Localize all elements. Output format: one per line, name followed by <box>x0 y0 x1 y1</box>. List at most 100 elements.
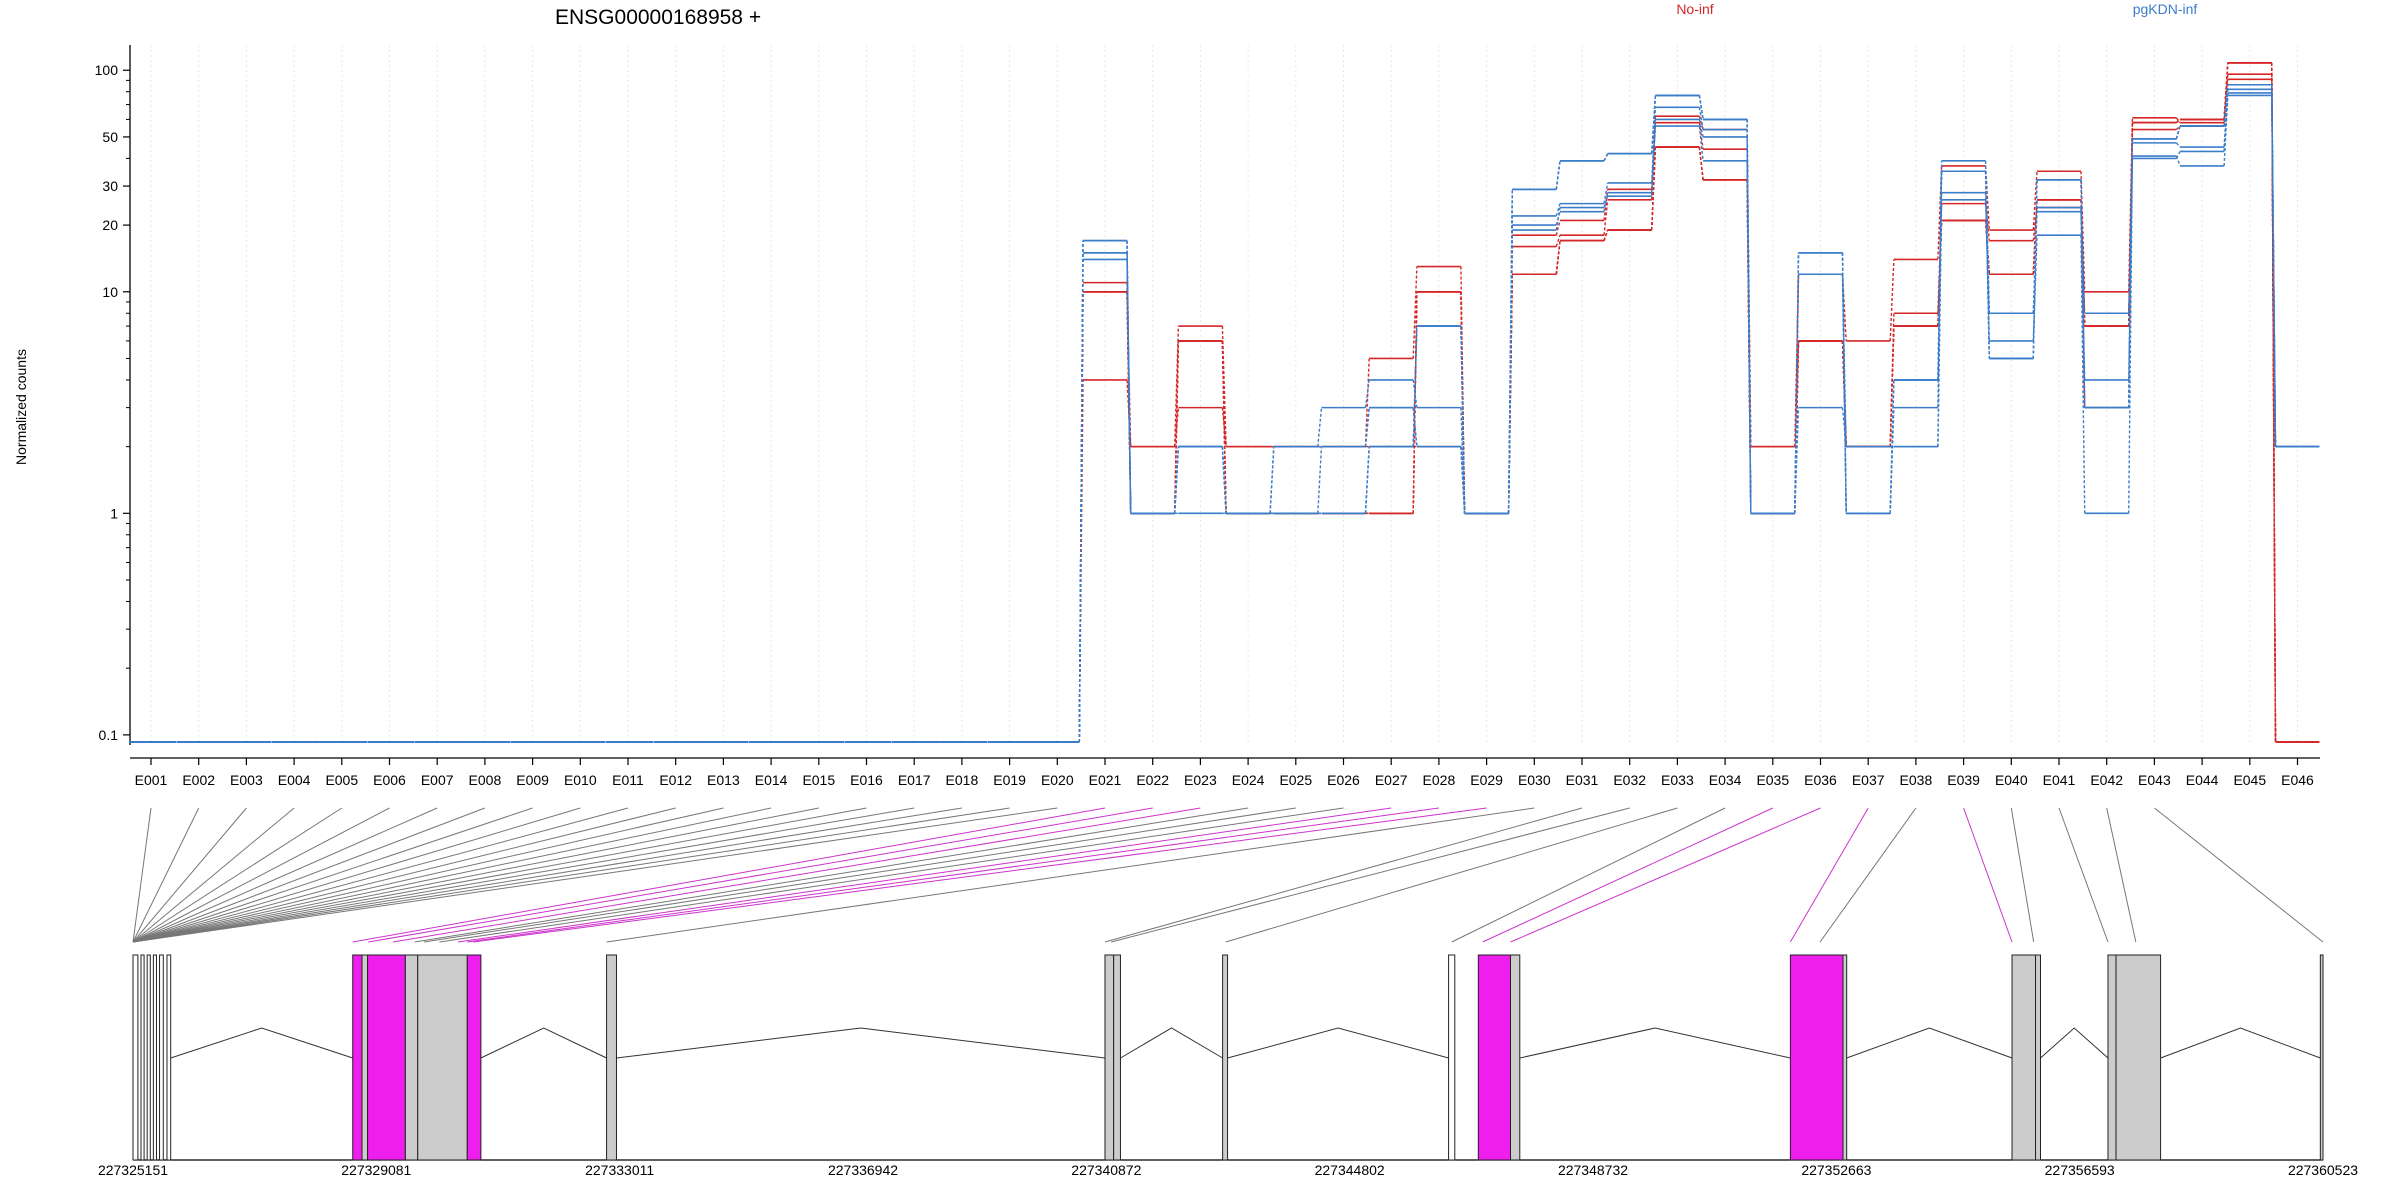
series-connector <box>1984 171 1990 359</box>
x-tick-label-e023: E023 <box>1184 772 1217 788</box>
y-tick-label: 0.1 <box>99 727 119 743</box>
bin-link <box>132 807 724 943</box>
bin-link <box>132 807 676 943</box>
bin-link <box>1225 807 1678 943</box>
x-tick-label-e005: E005 <box>325 772 358 788</box>
intron <box>2160 1027 2321 1059</box>
series-connector <box>1460 407 1466 514</box>
coordinate-label: 227333011 <box>585 1162 654 1178</box>
exon-box <box>166 954 172 1161</box>
exon-box <box>2319 954 2324 1161</box>
series-connector <box>2128 158 2134 380</box>
coordinate-label: 227329081 <box>341 1162 411 1178</box>
bin-link <box>1510 807 1821 943</box>
series-connector <box>1317 407 1323 447</box>
coordinate-label: 227352663 <box>1801 1162 1871 1178</box>
bin-link <box>132 807 772 943</box>
y-axis-ticks: 0.1 1 10 20 30 50 100 <box>95 62 130 743</box>
series-connector <box>1841 252 1847 514</box>
series-connector <box>1698 146 1704 180</box>
series-connector <box>1269 446 1275 514</box>
exon-box <box>140 954 145 1161</box>
series-connector <box>2175 125 2181 131</box>
series-connector <box>2271 62 2277 743</box>
series-connector <box>1555 160 1561 190</box>
bin-link <box>352 807 1106 943</box>
series-connector <box>1555 203 1561 217</box>
series-connector <box>2080 235 2086 514</box>
x-tick-label-e045: E045 <box>2233 772 2266 788</box>
series-connector <box>1651 119 1657 197</box>
series-connector <box>1889 379 1895 514</box>
x-tick-label-e035: E035 <box>1756 772 1789 788</box>
x-tick-label-e013: E013 <box>707 772 740 788</box>
bin-link <box>132 807 629 943</box>
x-tick-label-e008: E008 <box>469 772 502 788</box>
legend-pgkdn-inf: pgKDN-inf <box>2133 1 2198 17</box>
x-tick-label-e002: E002 <box>182 772 215 788</box>
exon-box <box>1789 954 1844 1161</box>
series-connector <box>1937 199 1943 447</box>
x-tick-label-e020: E020 <box>1041 772 1074 788</box>
coordinate-label: 227325151 <box>98 1162 168 1178</box>
bin-link <box>132 807 486 943</box>
bin-link <box>392 807 1201 943</box>
series-pgkdn-inf-7 <box>129 88 2320 743</box>
exon-box <box>2011 954 2037 1161</box>
x-tick-label-e012: E012 <box>659 772 692 788</box>
x-tick-label-e021: E021 <box>1089 772 1122 788</box>
series-no-inf-5 <box>129 62 2320 743</box>
bin-link <box>132 807 438 943</box>
bin-link <box>368 807 1153 943</box>
coordinate-label: 227336942 <box>828 1162 898 1178</box>
bin-link <box>1789 807 1869 943</box>
x-tick-label-e003: E003 <box>230 772 263 788</box>
y-tick-label: 20 <box>102 217 118 233</box>
series-connector <box>1555 160 1561 190</box>
x-tick-label-e031: E031 <box>1566 772 1599 788</box>
series-connector <box>1221 446 1227 514</box>
bin-link <box>132 807 581 943</box>
bin-link <box>132 807 390 943</box>
vertical-grid <box>150 45 2298 745</box>
bin-link <box>132 807 819 943</box>
x-tick-label-e032: E032 <box>1613 772 1646 788</box>
axes <box>129 45 2320 759</box>
series-connector <box>1555 235 1561 247</box>
x-tick-label-e040: E040 <box>1995 772 2028 788</box>
series-connector <box>1603 229 1609 241</box>
intron <box>1846 1027 2013 1059</box>
x-tick-label-e029: E029 <box>1470 772 1503 788</box>
x-tick-label-e028: E028 <box>1423 772 1456 788</box>
series-connector <box>2223 84 2229 127</box>
bin-link <box>467 807 1439 943</box>
exon-box <box>1510 954 1521 1161</box>
exon-box <box>361 954 369 1161</box>
series-connector <box>1603 196 1609 208</box>
series-connector <box>1651 125 1657 193</box>
x-tick-label-e015: E015 <box>802 772 835 788</box>
series-connector <box>2175 151 2181 159</box>
series-connector <box>1555 207 1561 231</box>
series-connector <box>1603 199 1609 236</box>
x-tick-label-e041: E041 <box>2043 772 2076 788</box>
series-connector <box>1078 240 1084 743</box>
bin-link <box>1819 807 1917 943</box>
series-connector <box>2175 117 2181 124</box>
series-connector <box>1126 240 1132 514</box>
y-tick-label: 50 <box>102 129 118 145</box>
series-connector <box>1412 326 1418 447</box>
x-tick-label-e034: E034 <box>1709 772 1742 788</box>
series-connector <box>1460 326 1466 514</box>
x-tick-label-e046: E046 <box>2281 772 2314 788</box>
x-tick-label-e033: E033 <box>1661 772 1694 788</box>
series-lines <box>129 62 2320 743</box>
series-connector <box>1794 252 1800 514</box>
series-connector <box>1698 95 1704 120</box>
bin-link <box>132 807 247 943</box>
series-connector <box>1174 407 1180 447</box>
bin-link <box>2106 807 2137 943</box>
x-tick-label-e036: E036 <box>1804 772 1837 788</box>
exon-box <box>352 954 363 1161</box>
